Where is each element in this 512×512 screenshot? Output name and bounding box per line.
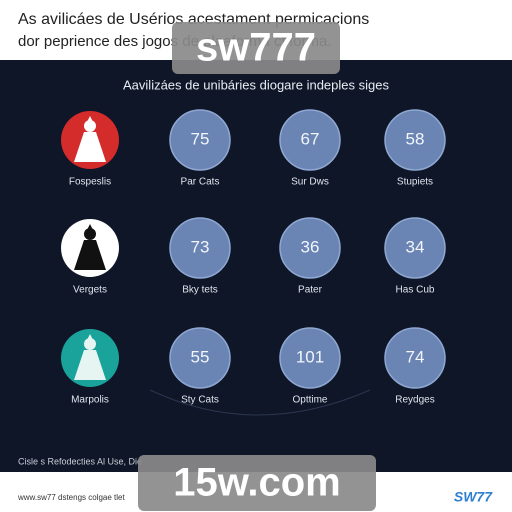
stat-value: 73 xyxy=(191,237,210,256)
stat-value: 34 xyxy=(406,237,425,256)
stat-circle xyxy=(279,327,341,389)
stat-value: 101 xyxy=(296,347,324,366)
decor-arc xyxy=(149,389,371,416)
item-label: Opttime xyxy=(292,395,327,406)
stat-value: 58 xyxy=(406,129,425,148)
stat-circle xyxy=(279,217,341,279)
stat-value: 74 xyxy=(406,347,425,366)
stat-circle xyxy=(384,327,446,389)
item-label: Vergets xyxy=(73,285,107,296)
item-label: Bky tets xyxy=(182,285,218,296)
icon-figure xyxy=(74,224,106,270)
panel-title: Aavilizáes de unibáries diogare indeples… xyxy=(123,77,389,92)
item-label: Sty Cats xyxy=(181,395,219,406)
stat-circle xyxy=(169,327,231,389)
icon-figure xyxy=(74,334,106,380)
footer-text: www.sw77 dstengs colgae tlet xyxy=(17,493,126,502)
item-label: Pater xyxy=(298,285,323,296)
stat-circle xyxy=(169,109,231,171)
item-label: Sur Dws xyxy=(291,177,329,188)
watermark-box xyxy=(172,22,340,74)
item-label: Marpolis xyxy=(71,395,109,406)
item-label: Has Cub xyxy=(396,285,435,296)
watermark: 15w.com xyxy=(173,461,340,505)
item-label: Par Cats xyxy=(181,177,220,188)
stat-circle xyxy=(384,217,446,279)
stat-circle xyxy=(384,109,446,171)
grid: Fospeslis 75 Par Cats 67 Sur Dws 58 Stupiets Ve… xyxy=(61,109,446,406)
stat-circle xyxy=(279,109,341,171)
stat-circle xyxy=(169,217,231,279)
item-label: Fospeslis xyxy=(69,177,111,188)
footer-logo: SW77 xyxy=(454,489,493,505)
stat-value: 67 xyxy=(301,129,320,148)
watermark: sw777 xyxy=(196,26,316,70)
stat-value: 75 xyxy=(191,129,210,148)
watermark-box xyxy=(138,455,376,511)
item-label: Reydges xyxy=(395,395,434,406)
stat-value: 55 xyxy=(191,347,210,366)
icon-figure xyxy=(74,116,106,162)
stat-value: 36 xyxy=(301,237,320,256)
footnote: Cisle s Refodecties Al Use, Die xyxy=(18,456,142,466)
item-label: Stupiets xyxy=(397,177,433,188)
